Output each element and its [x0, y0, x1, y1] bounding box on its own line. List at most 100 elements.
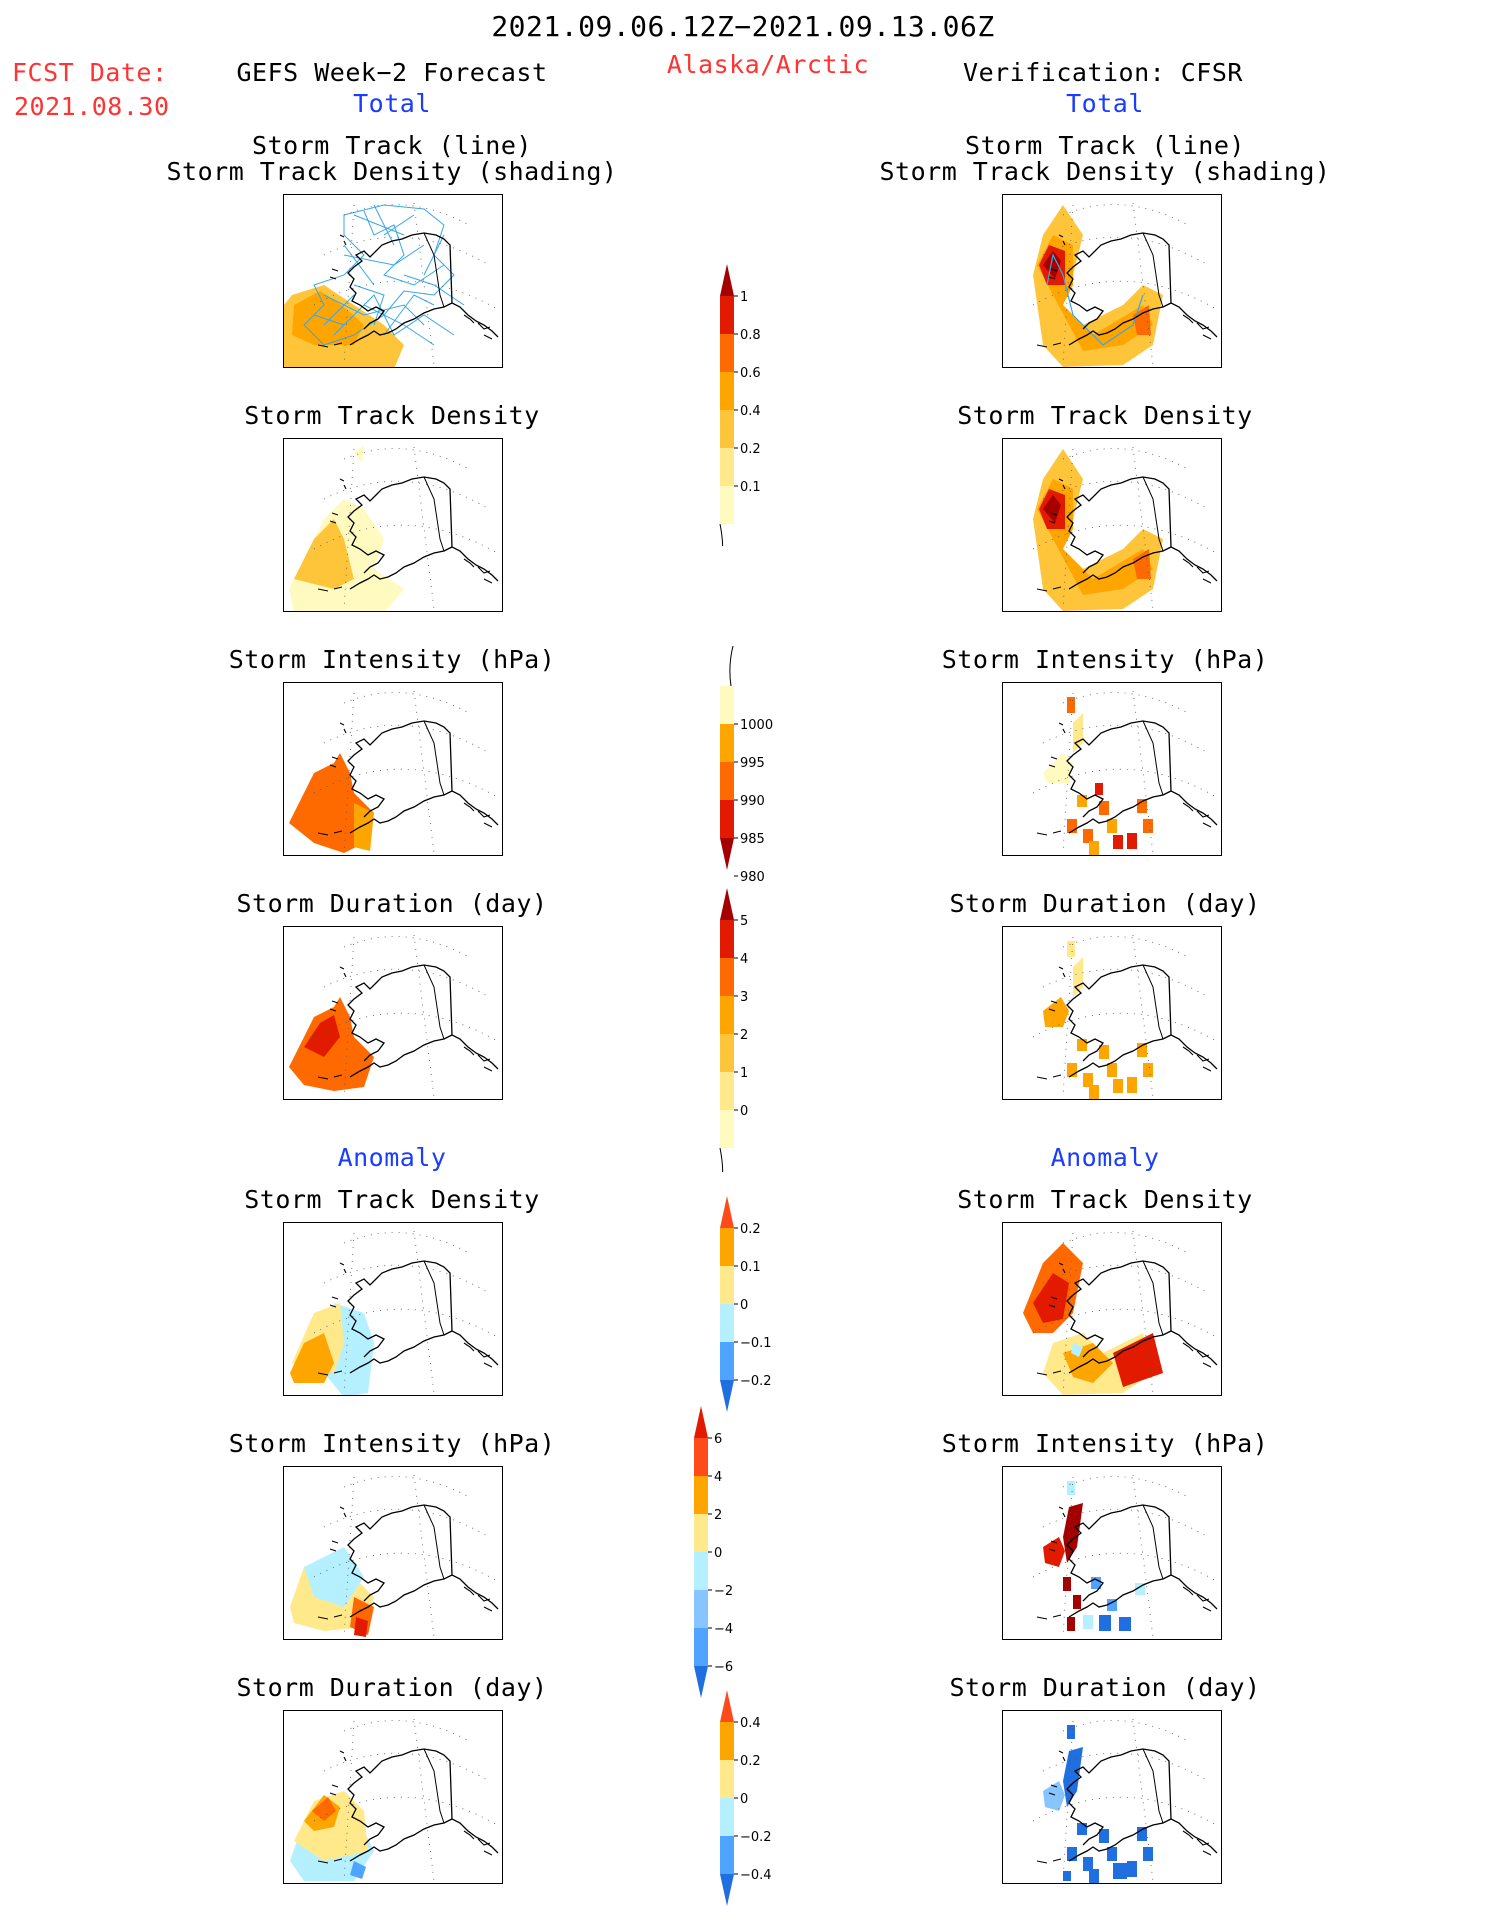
colorbar-triangle-top — [720, 888, 734, 920]
map-panel-gefs-anom-intensity — [283, 1466, 503, 1640]
map-panel-gefs-storm-track — [283, 194, 503, 368]
left-duration-title: Storm Duration (day) — [236, 889, 548, 918]
colorbar-triangle-top — [720, 1690, 734, 1722]
colorbar-segment — [694, 1514, 708, 1552]
colorbar-segment — [720, 1266, 734, 1304]
right-anomaly-label: Anomaly — [1050, 1143, 1160, 1172]
colorbar-triangle-bottom — [720, 838, 734, 870]
colorbar-segment — [694, 1552, 708, 1590]
colorbar-tick-label: 995 — [740, 756, 765, 771]
map-panel-cfsr-anom-intensity — [1002, 1466, 1222, 1640]
colorbar-tick-label: −2 — [714, 1584, 733, 1599]
colorbar-segment — [720, 1760, 734, 1798]
colorbar-segment — [720, 958, 734, 996]
fcst-date-label: FCST Date: — [12, 58, 168, 87]
colorbar-segment — [720, 1304, 734, 1342]
colorbar-tick-label: 1000 — [740, 718, 773, 733]
left-forecast-title: GEFS Week−2 Forecast — [236, 58, 548, 87]
colorbar-tick-label: 4 — [740, 952, 748, 967]
colorbar-tick-label: 0 — [714, 1546, 722, 1561]
right-track-line-title: Storm Track (line) — [965, 131, 1245, 160]
colorbar-triangle-top — [720, 264, 734, 296]
colorbar-segment — [720, 486, 734, 524]
gefs-track-density-map — [289, 445, 500, 611]
colorbar-segment — [720, 920, 734, 958]
colorbar-segment — [720, 296, 734, 334]
cfsr-storm-track-map — [1032, 202, 1219, 367]
colorbar-track-density: 1 0.8 0.6 0.4 0.2 0.1 — [719, 264, 761, 546]
colorbar-tick-label: 990 — [740, 794, 765, 809]
right-anom-intensity-title: Storm Intensity (hPa) — [941, 1429, 1269, 1458]
colorbar-tick-label: −0.4 — [740, 1868, 772, 1883]
right-duration-title: Storm Duration (day) — [949, 889, 1261, 918]
colorbar-anom-duration: 0.4 0.2 0 −0.2 −0.4 — [720, 1690, 772, 1906]
colorbar-segment — [694, 1438, 708, 1476]
colorbar-segment — [720, 1228, 734, 1266]
map-panel-cfsr-anom-density — [1002, 1222, 1222, 1396]
colorbar-segment — [694, 1590, 708, 1628]
colorbar-tick-label: 0.2 — [740, 1222, 761, 1237]
map-panel-cfsr-storm-track — [1002, 194, 1222, 368]
colorbar-triangle-top — [694, 1406, 708, 1438]
map-panel-cfsr-intensity — [1002, 682, 1222, 856]
right-verification-title: Verification: CFSR — [963, 58, 1243, 87]
gefs-anom-intensity-map — [290, 1474, 500, 1638]
left-track-density-title: Storm Track Density — [244, 401, 540, 430]
colorbar-segment — [720, 762, 734, 800]
right-total-label: Total — [1066, 89, 1144, 118]
map-panel-cfsr-duration — [1002, 926, 1222, 1100]
colorbar-segment — [720, 1798, 734, 1836]
colorbar-segment — [720, 410, 734, 448]
colorbar-segment — [720, 1836, 734, 1874]
gefs-anom-density-map — [290, 1230, 500, 1395]
left-anom-density-title: Storm Track Density — [244, 1185, 540, 1214]
map-panel-gefs-anom-duration — [283, 1710, 503, 1884]
left-anom-intensity-title: Storm Intensity (hPa) — [228, 1429, 556, 1458]
date-range-title: 2021.09.06.12Z−2021.09.13.06Z — [491, 10, 995, 43]
colorbar-tick-label: 3 — [740, 990, 748, 1005]
colorbar-tail — [719, 1147, 724, 1172]
colorbar-tick-label: 0 — [740, 1298, 748, 1313]
colorbar-tick-label: 5 — [740, 914, 748, 929]
cfsr-track-density-map — [1032, 446, 1219, 611]
colorbar-tick-label: −0.1 — [740, 1336, 772, 1351]
colorbar-tick-label: 0.1 — [740, 1260, 761, 1275]
colorbar-tick-label: 0 — [740, 1104, 748, 1119]
left-intensity-title: Storm Intensity (hPa) — [228, 645, 556, 674]
colorbar-tick-label: −4 — [714, 1622, 733, 1637]
colorbar-tick-label: 0.2 — [740, 442, 761, 457]
colorbar-segment — [720, 996, 734, 1034]
colorbar-intensity: 1000 995 990 985 980 — [720, 646, 773, 885]
colorbar-tick-label: 1 — [740, 290, 748, 305]
colorbar-segment — [720, 686, 734, 724]
gefs-duration-map — [289, 934, 500, 1098]
colorbar-tail — [729, 646, 734, 687]
colorbar-segment — [720, 1034, 734, 1072]
colorbar-triangle-top — [720, 1196, 734, 1228]
gefs-storm-track-map — [284, 202, 500, 367]
colorbar-triangle-bottom — [720, 1380, 734, 1412]
map-panel-gefs-track-density — [283, 438, 503, 612]
colorbar-triangle-bottom — [694, 1666, 708, 1698]
region-title: Alaska/Arctic — [666, 50, 870, 79]
colorbar-segment — [720, 1342, 734, 1380]
colorbar-tick-label: −0.2 — [740, 1374, 772, 1389]
colorbar-segment — [720, 1722, 734, 1760]
colorbar-tick-label: 0.8 — [740, 328, 761, 343]
cfsr-anom-intensity-map — [1032, 1474, 1219, 1638]
colorbar-tick-label: 6 — [714, 1432, 722, 1447]
right-anom-duration-title: Storm Duration (day) — [949, 1673, 1261, 1702]
colorbar-tick-label: −0.2 — [740, 1830, 772, 1845]
colorbar-tick-label: 985 — [740, 832, 765, 847]
colorbar-segment — [694, 1628, 708, 1666]
colorbar-tick-label: 980 — [740, 870, 765, 885]
colorbar-tick-label: 0.6 — [740, 366, 761, 381]
map-panel-gefs-duration — [283, 926, 503, 1100]
left-track-shading-title: Storm Track Density (shading) — [166, 157, 618, 186]
colorbar-tick-label: 1 — [740, 1066, 748, 1081]
cfsr-intensity-map — [1032, 690, 1219, 855]
colorbar-segment — [720, 372, 734, 410]
colorbar-segment — [720, 334, 734, 372]
right-anom-density-title: Storm Track Density — [957, 1185, 1253, 1214]
colorbar-tick-label: 4 — [714, 1470, 722, 1485]
